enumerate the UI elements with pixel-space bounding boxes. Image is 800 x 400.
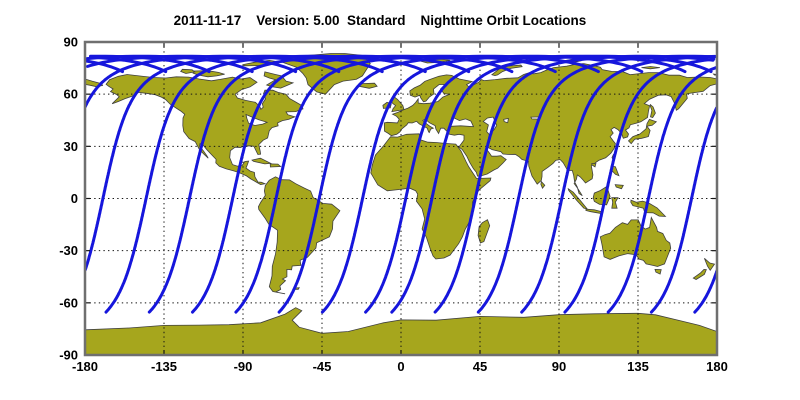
orbit-track <box>85 54 254 74</box>
grid-layer <box>85 42 717 355</box>
x-axis-tick-label: 180 <box>706 359 728 374</box>
landmass-eurasia <box>383 63 717 197</box>
x-axis-tick-label: 0 <box>397 359 404 374</box>
orbit-track <box>649 106 717 314</box>
landmass-java <box>585 208 603 214</box>
orbit-track <box>606 65 717 314</box>
orbit-track <box>520 54 717 314</box>
landmass-banks-island <box>180 68 196 74</box>
axes-layer: -180 -135 -90 -45 0 45 90 135 180 90 60 30 0 -30 -60 -9… <box>59 35 728 375</box>
y-axis-tick-label: -60 <box>59 295 78 310</box>
landmass-australia <box>599 216 672 267</box>
orbit-track <box>364 54 687 314</box>
landmass-japan <box>627 118 658 145</box>
orbit-track <box>320 54 644 314</box>
orbit-track <box>191 54 514 314</box>
landmass-sri-lanka <box>540 180 546 189</box>
y-axis-tick-label: -90 <box>59 348 78 363</box>
x-axis-tick-label: -135 <box>151 359 177 374</box>
landmass-sulawesi <box>611 197 619 209</box>
y-axis-tick-label: 90 <box>64 35 78 50</box>
landmass-new-guinea <box>630 199 667 217</box>
landmass-new-zealand-south <box>692 268 707 280</box>
orbit-track <box>390 54 713 314</box>
landmass-sakhalin <box>649 103 656 118</box>
orbit-track <box>85 54 384 272</box>
x-axis-tick-label: -180 <box>72 359 98 374</box>
y-axis-tick-label: -30 <box>59 243 78 258</box>
orbit-track <box>234 54 557 314</box>
x-axis-tick-label: -90 <box>234 359 253 374</box>
orbit-track <box>433 54 715 314</box>
orbit-track <box>693 269 717 314</box>
x-axis-tick-label: 45 <box>473 359 487 374</box>
landmass-madagascar <box>477 219 491 244</box>
landmass-hainan <box>591 163 597 168</box>
landmass-hispaniola <box>269 163 282 168</box>
landmass-new-siberian-islands <box>641 66 660 70</box>
plot-frame <box>83 40 719 357</box>
orbit-track <box>563 57 716 314</box>
orbit-track <box>104 54 427 314</box>
y-axis-tick-label: 60 <box>64 87 78 102</box>
orbit-track <box>277 54 600 314</box>
figure-title: 2011-11-17 Version: 5.00 Standard Nightt… <box>173 13 587 28</box>
land-layer <box>85 53 717 355</box>
orbit-track <box>85 59 124 74</box>
x-axis-tick-label: 135 <box>627 359 649 374</box>
x-axis-tick-label: 90 <box>552 359 566 374</box>
landmass-new-zealand-north <box>704 257 716 272</box>
lake-aral-sea <box>503 117 509 124</box>
landmass-tasmania <box>654 268 662 275</box>
landmass-antarctica <box>85 307 717 355</box>
landmass-north-america <box>105 74 304 186</box>
orbit-track <box>476 54 717 314</box>
orbit-track-layer <box>85 54 717 314</box>
landmass-cuba <box>251 157 273 165</box>
x-axis-tick-label: -45 <box>313 359 332 374</box>
orbit-track <box>147 54 471 314</box>
landmass-south-america <box>257 176 341 295</box>
y-axis-tick-label: 0 <box>71 191 78 206</box>
landmass-mindanao <box>614 184 624 190</box>
y-axis-tick-label: 30 <box>64 139 78 154</box>
